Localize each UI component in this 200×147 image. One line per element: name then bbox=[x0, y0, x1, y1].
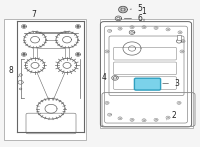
Text: 8: 8 bbox=[9, 66, 19, 77]
Text: 3: 3 bbox=[163, 78, 179, 88]
Text: 6: 6 bbox=[124, 14, 142, 23]
Text: 4: 4 bbox=[101, 73, 112, 82]
Text: 1: 1 bbox=[142, 7, 146, 21]
Polygon shape bbox=[23, 54, 25, 55]
Text: 7: 7 bbox=[32, 10, 36, 19]
Text: 2: 2 bbox=[166, 111, 176, 120]
FancyBboxPatch shape bbox=[134, 78, 161, 90]
Text: 5: 5 bbox=[130, 4, 142, 13]
Bar bbox=[177, 35, 181, 40]
Polygon shape bbox=[23, 26, 25, 27]
Bar bbox=[4, 19, 86, 140]
Polygon shape bbox=[77, 54, 79, 55]
Polygon shape bbox=[77, 26, 79, 27]
FancyBboxPatch shape bbox=[100, 22, 192, 127]
Bar bbox=[100, 19, 193, 128]
